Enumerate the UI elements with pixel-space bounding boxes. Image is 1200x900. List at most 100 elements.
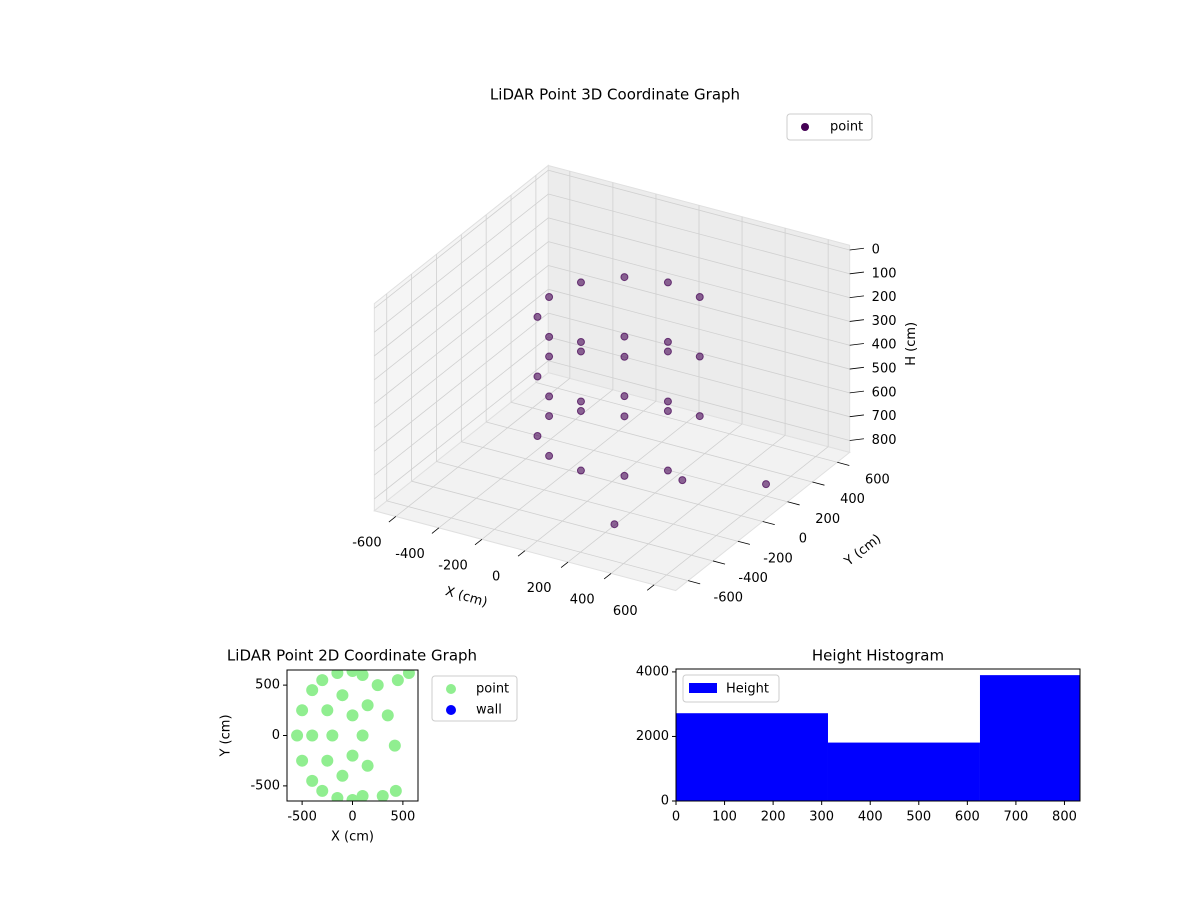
x-tick-label: 0 (492, 570, 500, 585)
point (545, 392, 554, 401)
grid-line (548, 360, 850, 441)
point (356, 729, 369, 742)
plot-area (291, 670, 415, 801)
point (663, 397, 672, 406)
point (376, 789, 389, 801)
chart-title: LiDAR Point 2D Coordinate Graph (227, 647, 477, 665)
x-tick-label: 300 (809, 810, 834, 825)
grid-line (535, 382, 838, 463)
point (576, 278, 585, 287)
legend-marker (446, 705, 456, 715)
point (356, 670, 369, 682)
z-tick-label: 0 (872, 242, 880, 257)
grid-line (548, 288, 850, 370)
grid-line (374, 265, 549, 404)
legend-box (786, 113, 873, 141)
x-tick-label: 100 (712, 810, 737, 825)
grid-line (510, 401, 813, 483)
point (663, 466, 672, 475)
legend-swatch (689, 683, 717, 693)
legend-label: Height (726, 682, 769, 697)
y-tick (688, 580, 701, 585)
point (321, 754, 334, 767)
y-tick-label: 0 (661, 794, 669, 809)
z-tick-label: 800 (872, 433, 897, 448)
x-tick (603, 573, 612, 580)
point (316, 784, 329, 797)
point (391, 674, 404, 687)
x-axis-label: X (cm) (444, 584, 489, 610)
x-tick-label: 400 (570, 593, 595, 608)
z-tick (849, 247, 864, 251)
point (620, 392, 629, 401)
bar (979, 675, 1080, 801)
x-tick-label: 200 (527, 581, 552, 596)
point (306, 684, 319, 697)
grid-line (374, 241, 549, 381)
x-tick-label: 400 (858, 810, 883, 825)
y-tick-label: 4000 (636, 664, 669, 679)
grid-line (374, 217, 549, 357)
point (545, 451, 554, 460)
point (296, 704, 309, 717)
x-tick-label: -600 (352, 536, 382, 551)
point (610, 520, 619, 529)
x-tick-label: -200 (438, 558, 468, 573)
point (663, 347, 672, 356)
y-tick-label: 400 (840, 492, 865, 507)
y-tick-label: 200 (815, 512, 840, 527)
x-tick-label: 700 (1003, 810, 1028, 825)
grid-line (436, 461, 738, 542)
y-tick-label: 0 (272, 728, 280, 743)
grid-line (548, 217, 850, 298)
point (678, 476, 687, 485)
x-tick-label: 0 (348, 810, 356, 825)
y-tick (762, 521, 775, 526)
z-tick (849, 343, 864, 346)
point (326, 729, 339, 742)
point (695, 412, 704, 421)
z-tick (849, 414, 864, 418)
point (545, 352, 554, 361)
y-tick (812, 481, 825, 486)
x-tick (517, 550, 526, 557)
legend-marker (446, 684, 456, 694)
x-tick (388, 516, 397, 523)
point (762, 480, 771, 489)
grid-line (461, 441, 763, 522)
point (321, 704, 334, 717)
point (346, 709, 359, 722)
z-tick-label: 600 (872, 385, 897, 400)
point (346, 670, 359, 678)
point (545, 332, 554, 341)
z-axis-label: H (cm) (904, 322, 919, 366)
y-tick-label: 0 (799, 532, 807, 547)
grid-line (374, 312, 549, 452)
grid-line (548, 169, 850, 251)
x-tick (560, 561, 569, 568)
x-axis-label: X (cm) (331, 830, 374, 845)
point (346, 793, 359, 801)
x-tick-label: 500 (906, 810, 931, 825)
point (356, 789, 369, 801)
z-tick (849, 438, 864, 441)
point (336, 689, 349, 702)
y-axis-label: Y (cm) (219, 714, 234, 757)
point (331, 791, 344, 801)
point (533, 432, 542, 441)
point (388, 739, 401, 752)
grid-line (374, 169, 549, 309)
legend-box (682, 674, 780, 703)
grid-line (548, 241, 850, 322)
z-tick-label: 300 (872, 314, 897, 329)
grid-line (411, 480, 714, 562)
point (296, 754, 309, 767)
x-tick (474, 538, 483, 546)
x-tick-label: 600 (955, 810, 980, 825)
point (576, 347, 585, 356)
grid-line (374, 288, 549, 428)
z-tick-label: 100 (872, 266, 897, 281)
x-tick (431, 527, 440, 534)
grid-line (374, 193, 549, 333)
